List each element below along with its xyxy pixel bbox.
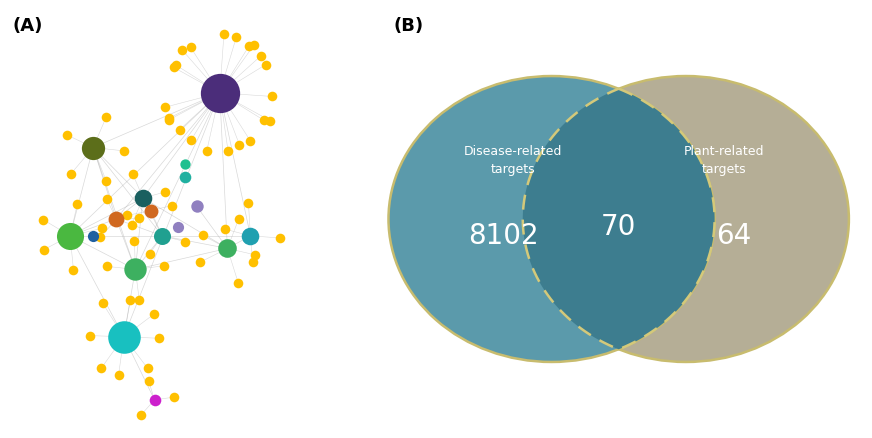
Point	[259, 61, 273, 68]
Point	[243, 138, 257, 145]
Point	[86, 232, 100, 239]
Point	[157, 262, 171, 269]
Point	[183, 44, 197, 51]
Text: Plant-related
targets: Plant-related targets	[684, 145, 765, 176]
Text: 70: 70	[601, 213, 637, 241]
Point	[117, 148, 131, 155]
Point	[147, 396, 161, 403]
Point	[71, 201, 85, 208]
Point	[193, 259, 207, 266]
Point	[63, 232, 77, 239]
Point	[120, 212, 134, 219]
Point	[133, 412, 147, 419]
Text: 8102: 8102	[468, 222, 539, 250]
Point	[247, 42, 261, 49]
Point	[242, 42, 256, 49]
Point	[86, 144, 100, 151]
Point	[109, 215, 123, 223]
Point	[140, 364, 154, 371]
Point	[128, 266, 142, 273]
Text: (B): (B)	[393, 17, 424, 35]
Point	[124, 297, 138, 304]
Point	[59, 131, 73, 138]
Point	[213, 89, 227, 96]
Point	[162, 115, 176, 122]
Point	[200, 148, 214, 155]
Point	[144, 207, 158, 214]
Point	[37, 246, 51, 253]
Point	[167, 64, 181, 71]
Point	[273, 234, 287, 241]
Point	[133, 297, 146, 304]
Point	[233, 141, 247, 148]
Point	[142, 378, 156, 385]
Point	[231, 279, 245, 286]
Point	[144, 207, 158, 214]
Point	[100, 263, 114, 270]
Point	[96, 300, 110, 307]
Point	[136, 194, 150, 201]
Point	[84, 332, 98, 339]
Point	[218, 226, 232, 233]
Point	[112, 372, 126, 379]
Point	[243, 232, 257, 239]
Text: Disease-related
targets: Disease-related targets	[464, 145, 562, 176]
Point	[221, 245, 235, 252]
Point	[36, 216, 50, 223]
Point	[66, 266, 80, 273]
Point	[257, 117, 271, 124]
Point	[178, 173, 192, 180]
Circle shape	[523, 76, 848, 362]
Point	[99, 177, 113, 184]
Point	[133, 215, 146, 222]
Point	[147, 311, 161, 318]
Point	[117, 333, 131, 340]
Point	[165, 202, 179, 209]
Point	[167, 394, 181, 401]
Point	[93, 234, 107, 241]
Point	[168, 61, 182, 68]
Point	[171, 224, 185, 231]
Point	[99, 195, 113, 202]
Point	[221, 147, 235, 154]
Point	[152, 335, 166, 342]
Point	[246, 259, 260, 266]
Point	[184, 136, 198, 143]
Polygon shape	[523, 89, 714, 349]
Circle shape	[389, 76, 714, 362]
Point	[143, 251, 157, 258]
Point	[155, 232, 169, 239]
Point	[65, 170, 78, 177]
Point	[162, 117, 176, 124]
Point	[178, 161, 192, 168]
Point	[242, 200, 255, 207]
Point	[254, 52, 268, 59]
Point	[158, 104, 172, 111]
Point	[127, 237, 141, 244]
Point	[126, 171, 140, 178]
Point	[159, 188, 173, 195]
Point	[175, 46, 189, 53]
Point	[173, 126, 187, 133]
Point	[99, 113, 113, 120]
Point	[229, 33, 243, 40]
Point	[94, 364, 108, 371]
Point	[217, 30, 231, 37]
Point	[179, 238, 193, 245]
Point	[232, 215, 246, 222]
Point	[265, 93, 279, 100]
Text: 64: 64	[716, 222, 752, 250]
Point	[95, 225, 109, 232]
Point	[248, 251, 262, 258]
Point	[190, 203, 204, 210]
Point	[263, 117, 277, 124]
Point	[125, 221, 139, 228]
Text: (A): (A)	[12, 17, 43, 35]
Point	[195, 232, 209, 239]
